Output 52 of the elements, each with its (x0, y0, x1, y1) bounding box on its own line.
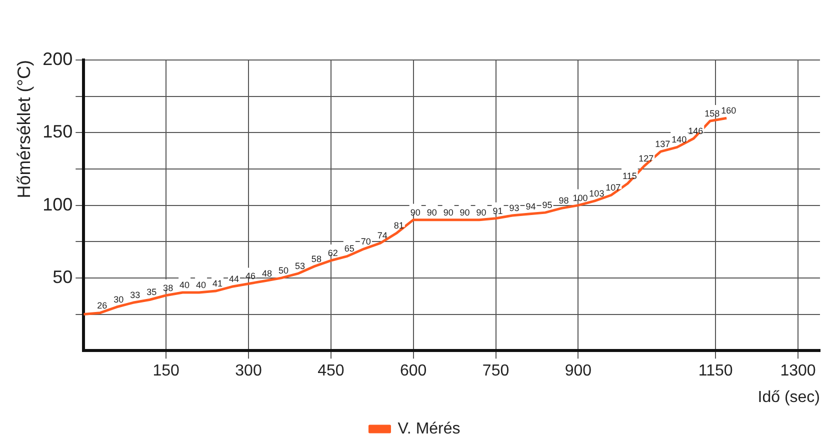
data-label: 100 (572, 192, 588, 203)
x-tick-label: 1300 (780, 362, 816, 380)
x-tick-label: 150 (152, 362, 180, 380)
data-label: 65 (344, 244, 354, 254)
data-label: 81 (394, 220, 404, 230)
data-label: 70 (360, 236, 371, 246)
data-label: 74 (377, 230, 388, 241)
x-axis-title: Idő (sec) (758, 388, 820, 406)
data-label: 94 (526, 202, 536, 212)
legend-label: V. Mérés (398, 420, 460, 438)
data-label: 90 (443, 207, 454, 218)
x-tick-label: 900 (564, 362, 592, 380)
data-label: 53 (294, 261, 305, 272)
data-label: 137 (655, 139, 670, 150)
data-label: 93 (509, 202, 520, 213)
data-label: 98 (558, 196, 569, 206)
y-tick-label: 50 (52, 266, 73, 287)
data-label: 48 (262, 268, 272, 278)
x-tick-label: 1150 (698, 362, 733, 380)
x-tick-label: 750 (482, 362, 510, 380)
data-label: 35 (146, 287, 157, 298)
data-label: 115 (622, 170, 637, 181)
data-label: 140 (672, 134, 687, 145)
data-label: 127 (638, 154, 654, 164)
data-label: 30 (114, 294, 124, 304)
x-tick-label: 300 (235, 362, 262, 380)
data-label: 50 (278, 265, 288, 276)
x-tick-label: 450 (318, 362, 344, 380)
data-label: 41 (212, 278, 223, 289)
data-label: 38 (163, 282, 174, 293)
data-label: 90 (476, 207, 486, 218)
data-label: 107 (606, 182, 621, 193)
data-label: 40 (180, 280, 190, 290)
data-label: 90 (410, 207, 420, 218)
data-label: 44 (228, 274, 240, 284)
data-label: 62 (328, 248, 338, 258)
data-label: 160 (721, 106, 736, 116)
data-label: 40 (196, 280, 206, 290)
data-label: 91 (492, 206, 503, 216)
y-tick-label: 100 (42, 194, 73, 214)
x-tick-label: 600 (400, 362, 427, 380)
data-label: 58 (311, 254, 322, 264)
y-tick-label: 150 (42, 122, 73, 142)
data-label: 95 (542, 200, 552, 210)
data-label: 103 (589, 188, 604, 198)
data-label: 90 (426, 207, 437, 218)
data-label: 90 (460, 207, 470, 218)
data-label: 158 (704, 108, 720, 119)
y-tick-label: 200 (42, 48, 73, 69)
y-axis-title: Hőmérséklet (°C) (14, 60, 34, 198)
data-label: 26 (97, 300, 108, 310)
data-label: 33 (130, 290, 140, 300)
